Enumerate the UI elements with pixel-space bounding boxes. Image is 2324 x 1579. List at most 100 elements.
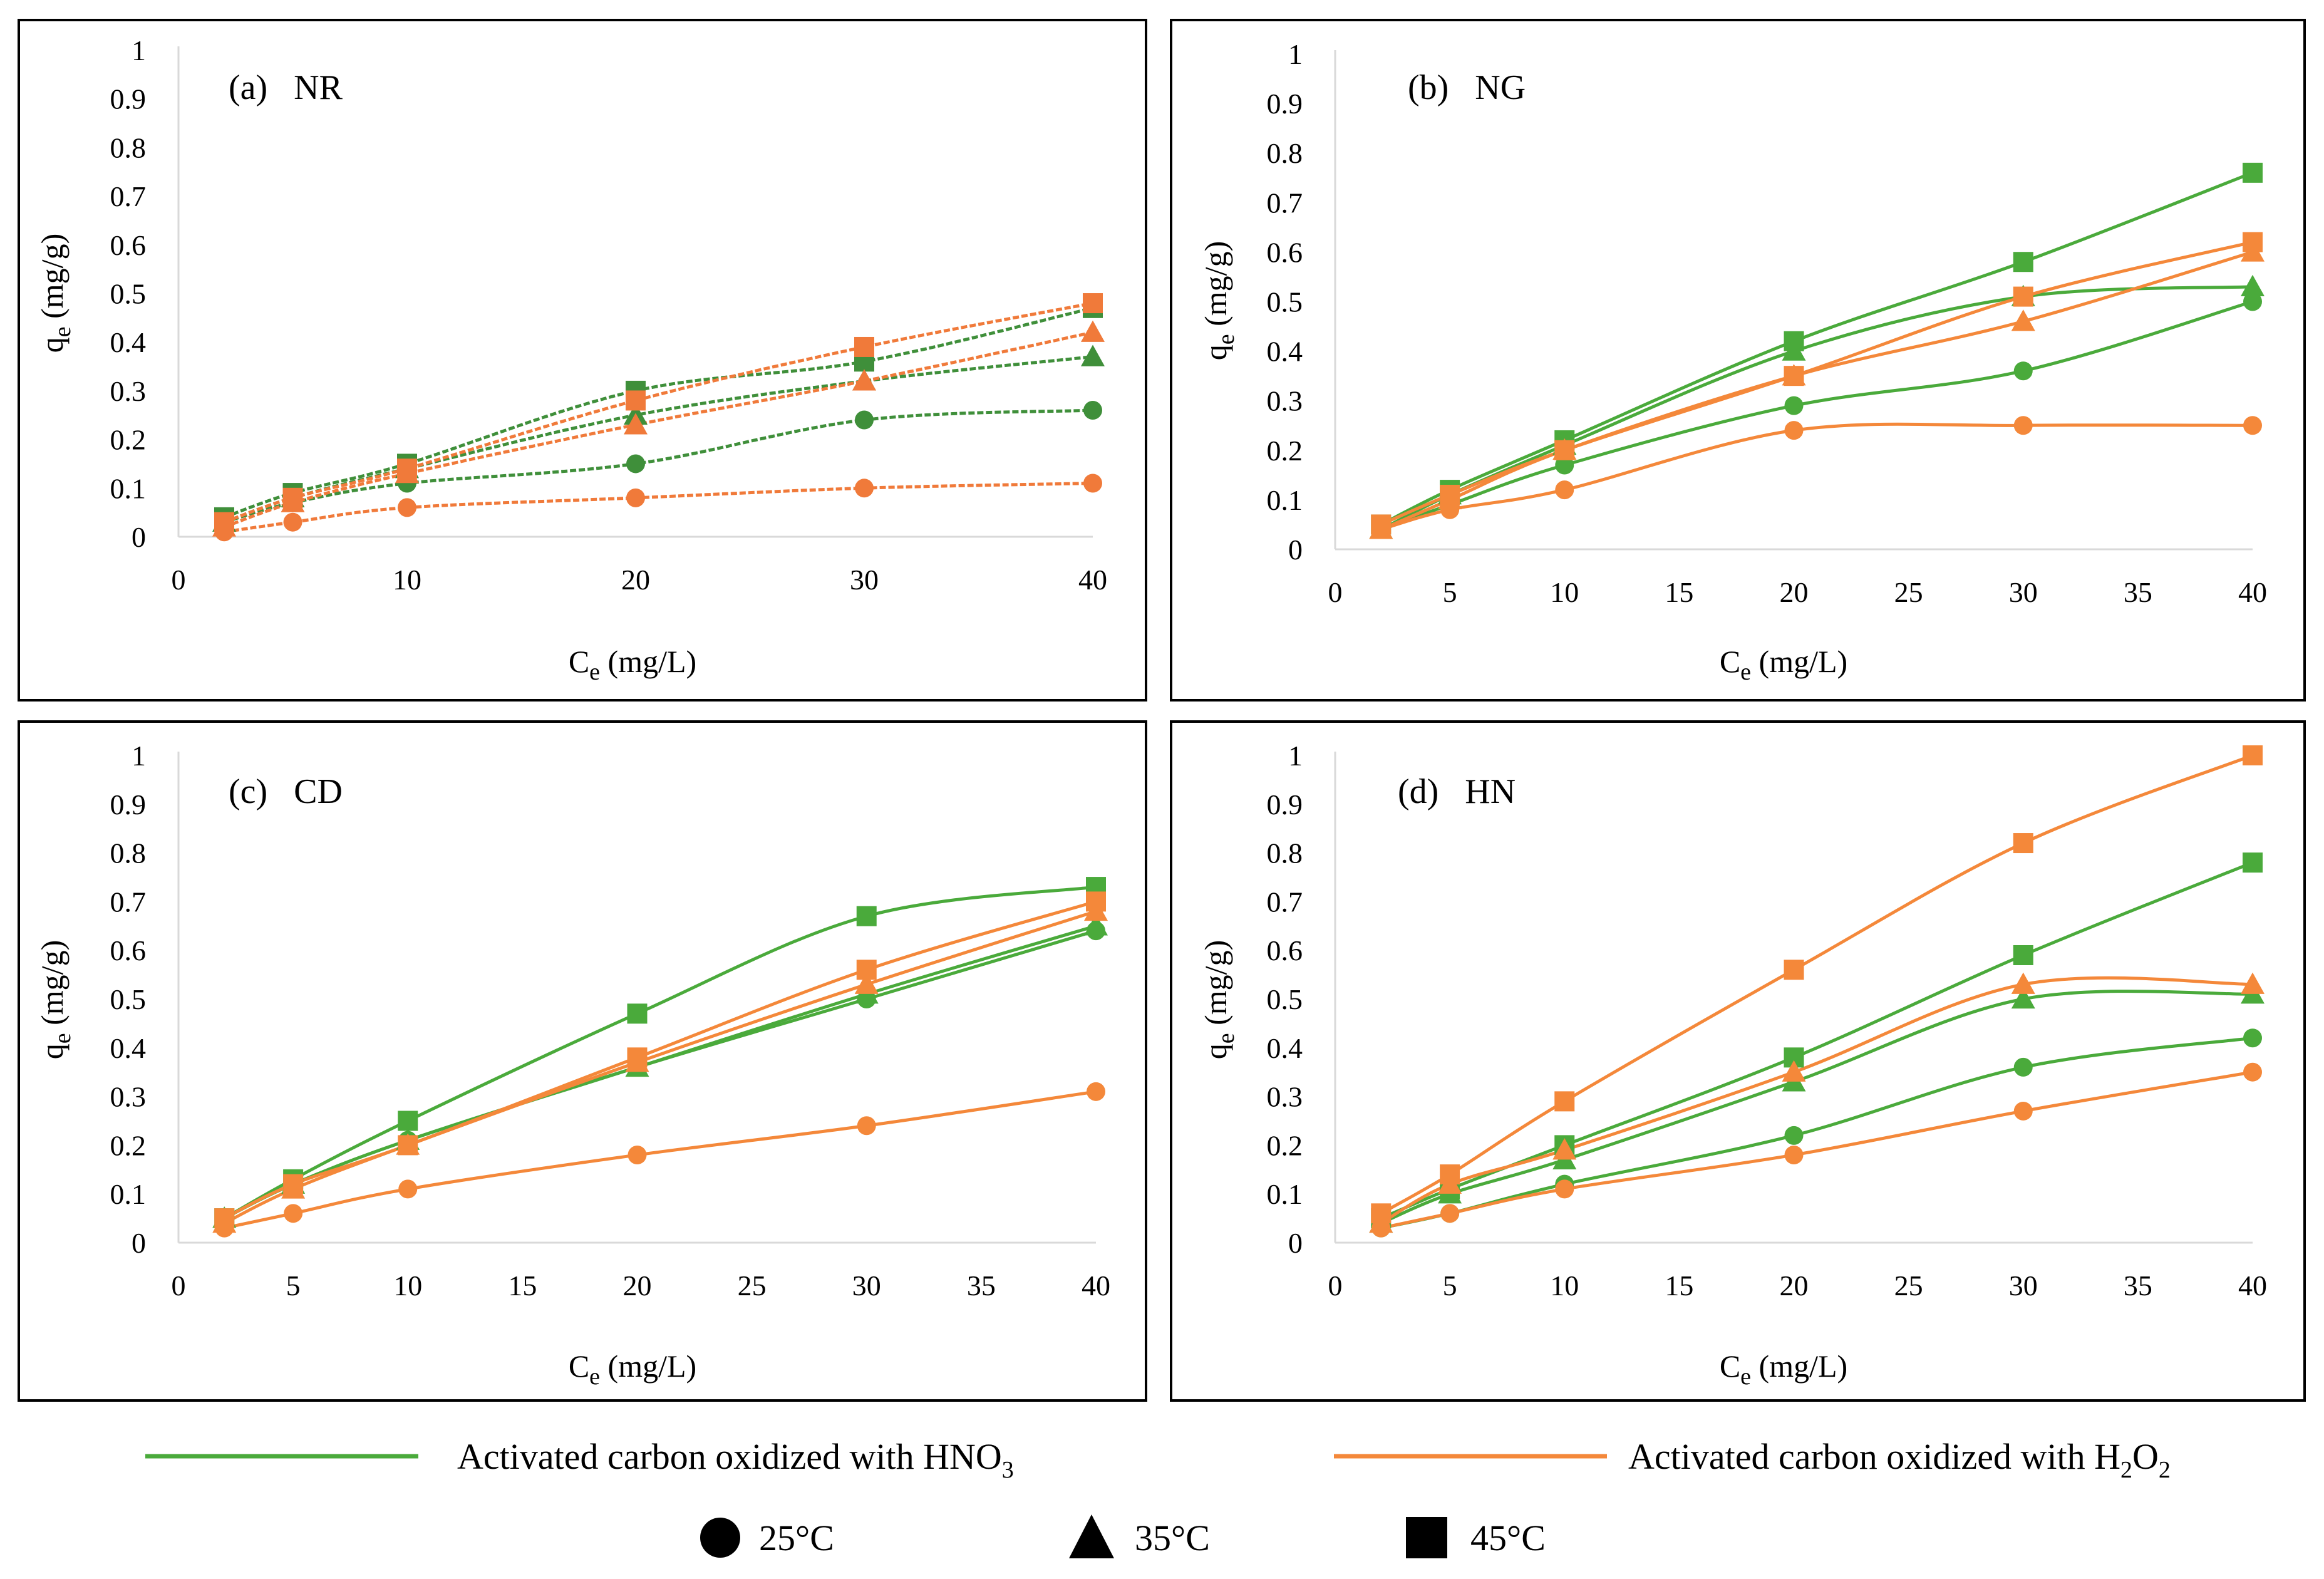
chart-panel-3: 00.10.20.30.40.50.60.70.80.910 5 10 15 20 25 3… (18, 720, 1147, 1402)
y-tick-label: 0.7 (1267, 187, 1303, 219)
y-tick-label: 0.8 (1267, 837, 1303, 869)
y-tick-label: 0.2 (110, 1129, 147, 1161)
data-point-circle (284, 1204, 303, 1223)
data-point-circle (627, 1145, 647, 1164)
y-axis-label-unit: (mg/g) (34, 234, 70, 327)
y-axis-label-sub: e (1213, 334, 1239, 344)
y-axis-label-unit: (mg/g) (1198, 940, 1233, 1033)
x-tick-label: 0 (1328, 576, 1343, 608)
data-point-circle (1784, 1126, 1804, 1145)
y-tick-label: 1 (1288, 740, 1303, 772)
data-point-square (2243, 232, 2263, 252)
y-tick-label: 0.2 (110, 424, 147, 456)
x-tick-label: 20 (621, 564, 650, 596)
data-point-triangle (2241, 972, 2265, 994)
y-axis-label-unit: (mg/g) (34, 940, 70, 1033)
series-markers (212, 877, 1108, 1238)
legend-h2o2-label-main: Activated carbon oxidized with H (1628, 1436, 2120, 1477)
data-point-square (856, 906, 877, 926)
y-tick-label: 0.9 (110, 83, 147, 115)
y-axis-label-main: q (34, 337, 70, 353)
x-tick-label: 0 (172, 564, 186, 596)
y-tick-label: 0.6 (1267, 236, 1303, 268)
data-point-circle (1784, 1145, 1804, 1164)
y-tick-label: 0.6 (1267, 934, 1303, 966)
x-tick-label: 5 (1443, 576, 1457, 608)
data-point-square (1083, 293, 1103, 314)
data-point-square (2013, 945, 2033, 965)
y-tick-label: 0.5 (1267, 286, 1303, 318)
y-axis-label-unit: (mg/g) (1198, 241, 1233, 334)
y-tick-label: 0 (132, 1227, 146, 1259)
x-axis-label-main: C (569, 1349, 589, 1384)
data-point-circle (1087, 1082, 1105, 1101)
x-axis-label-main: C (569, 644, 589, 679)
y-tick-label: 0.2 (1267, 1129, 1303, 1161)
y-tick-label: 0.7 (110, 886, 147, 918)
data-point-square (1440, 1164, 1460, 1185)
panel-frame (1170, 720, 2306, 1402)
data-point-square (398, 1110, 418, 1131)
data-point-square (214, 1208, 235, 1229)
y-tick-label: 0 (1288, 1227, 1303, 1259)
legend-h2o2-label-sub2: 2 (2159, 1457, 2171, 1483)
data-point-circle (2013, 416, 2033, 435)
x-tick-label: 20 (1780, 1270, 1809, 1302)
x-tick-label: 5 (1443, 1270, 1457, 1302)
series-line-2 (1380, 990, 2253, 1225)
data-point-circle (855, 410, 874, 430)
data-point-circle (2243, 292, 2262, 311)
chart-panel-1: 00.10.20.30.40.50.60.70.80.910 10 20 30 40(a… (18, 19, 1147, 701)
data-point-circle (1083, 474, 1102, 493)
data-point-circle (855, 479, 874, 498)
x-tick-label: 10 (393, 564, 421, 596)
legend-hno3-label: Activated carbon oxidized with HNO3 (457, 1436, 1014, 1483)
x-tick-label: 35 (967, 1270, 996, 1302)
data-point-circle (1784, 396, 1804, 415)
data-point-circle (2243, 1028, 2262, 1048)
x-axis-label-sub: e (1740, 1364, 1751, 1390)
series-lines (1380, 171, 2253, 531)
data-point-square (1554, 1091, 1575, 1112)
x-tick-label: 40 (2238, 576, 2267, 608)
x-axis-label-main: C (1720, 1349, 1740, 1384)
data-point-triangle (2011, 972, 2035, 994)
data-point-circle (1555, 455, 1574, 475)
y-tick-label: 0.3 (1267, 385, 1303, 417)
legend-triangle-icon (1069, 1514, 1114, 1558)
data-point-circle (2243, 1062, 2262, 1082)
series-line-1 (1380, 300, 2253, 531)
x-tick-label: 35 (2124, 576, 2152, 608)
x-tick-label: 15 (1665, 1270, 1693, 1302)
y-axis-label: qe (mg/g) (1198, 241, 1239, 360)
x-tick-label: 30 (2009, 1270, 2038, 1302)
data-point-square (1784, 960, 1804, 980)
data-point-square (854, 336, 874, 357)
data-point-triangle (2011, 309, 2035, 331)
data-point-circle (1440, 1204, 1460, 1223)
panel-title: (c) CD (229, 772, 343, 811)
x-tick-label: 25 (1894, 576, 1923, 608)
y-axis-label-main: q (34, 1043, 70, 1059)
y-tick-label: 0.4 (110, 326, 147, 358)
data-point-square (1371, 1203, 1392, 1224)
data-point-square (2243, 852, 2263, 873)
series-line-4 (1380, 422, 2253, 531)
data-point-circle (398, 498, 416, 517)
panel-frame (18, 19, 1147, 701)
y-tick-label: 0 (132, 521, 146, 553)
y-axis-label-main: q (1198, 344, 1233, 360)
series-line-4 (224, 482, 1093, 534)
y-tick-label: 0.5 (1267, 983, 1303, 1015)
x-axis-label: Ce (mg/L) (1720, 1349, 1847, 1390)
panel-title: (d) HN (1398, 772, 1516, 811)
y-axis-label-sub: e (1213, 1033, 1239, 1043)
y-tick-label: 0.1 (110, 1178, 147, 1210)
y-tick-label: 1 (132, 740, 146, 772)
data-point-square (397, 458, 417, 479)
legend-circle-icon (700, 1518, 740, 1558)
data-point-square (1440, 484, 1460, 505)
y-tick-label: 0 (1288, 534, 1303, 566)
x-axis-label-unit: (mg/L) (1751, 1349, 1847, 1384)
x-tick-label: 5 (286, 1270, 301, 1302)
